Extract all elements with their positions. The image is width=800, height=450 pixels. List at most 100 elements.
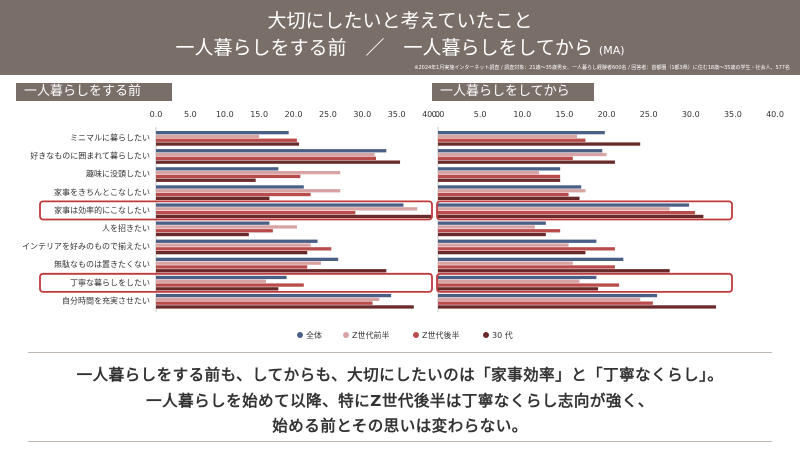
- bar: [438, 247, 615, 251]
- x-tick-label: 10.0: [216, 110, 234, 119]
- bar: [156, 265, 308, 269]
- bar: [438, 265, 615, 269]
- x-tick-label: 30.0: [682, 110, 700, 119]
- bar: [156, 149, 387, 153]
- category-label: 無駄なものは置きたくない: [54, 259, 150, 269]
- bar: [156, 189, 341, 193]
- x-tick-label: 15.0: [250, 110, 268, 119]
- bar: [438, 221, 546, 225]
- category-label: 家事をきちんとこなしたい: [54, 187, 150, 197]
- bar: [156, 251, 308, 255]
- title-banner: 大切にしたいと考えていたこと 一人暮らしをする前 ／ 一人暮らしをしてから (MA…: [0, 0, 800, 75]
- bar: [156, 160, 401, 164]
- bar: [156, 207, 418, 211]
- bar: [438, 239, 597, 243]
- x-tick-label: 15.0: [555, 110, 573, 119]
- bar: [156, 142, 299, 146]
- bar: [156, 247, 332, 251]
- x-tick-label: 10.0: [513, 110, 531, 119]
- bar: [438, 174, 561, 179]
- bar: [438, 142, 641, 146]
- bar: [438, 283, 620, 287]
- bar: [438, 149, 603, 153]
- legend-marker: [343, 332, 349, 338]
- category-label: 好きなものに囲まれて暮らしたい: [30, 151, 150, 161]
- x-tick-label: 40.0: [766, 110, 784, 119]
- bar: [438, 301, 653, 305]
- bar: [156, 134, 260, 139]
- bar: [156, 305, 414, 309]
- x-tick-label: 0.0: [150, 110, 163, 119]
- x-tick-label: 5.0: [474, 110, 487, 119]
- legend-label: 30 代: [492, 330, 513, 340]
- bar: [438, 269, 670, 273]
- bar: [438, 305, 717, 309]
- bar: [438, 243, 569, 247]
- x-tick-label: 40.0: [422, 110, 440, 119]
- bar: [438, 156, 573, 160]
- x-tick-label: 35.0: [388, 110, 406, 119]
- bar: [156, 257, 339, 261]
- divider: [28, 441, 772, 442]
- x-tick-label: 20.0: [598, 110, 616, 119]
- ma-note: (MA): [598, 44, 625, 57]
- legend-label: Z世代前半: [352, 330, 389, 340]
- page-subtitle: 一人暮らしをする前 ／ 一人暮らしをしてから (MA): [0, 33, 800, 60]
- bar: [438, 207, 670, 211]
- category-label: 家事は効率的にこなしたい: [54, 205, 150, 215]
- summary-line-3: 始める前とその思いは変わらない。: [272, 417, 528, 435]
- bar: [438, 229, 561, 233]
- bar: [156, 225, 297, 229]
- bar: [438, 138, 586, 142]
- bar: [438, 232, 546, 237]
- bar: [438, 287, 599, 291]
- bar: [438, 211, 695, 215]
- bar: [156, 167, 279, 171]
- bar: [156, 269, 387, 273]
- x-tick-label: 30.0: [353, 110, 371, 119]
- category-label: ミニマルに暮らしたい: [70, 133, 150, 143]
- bar: [156, 156, 376, 160]
- bar: [156, 178, 256, 182]
- bar: [438, 178, 561, 182]
- bar: [156, 275, 287, 280]
- summary-line-2: 一人暮らしを始めて以降、特にZ世代後半は丁寧なくらし志向が強く、: [146, 392, 654, 410]
- bar: [156, 293, 392, 298]
- bar: [156, 192, 311, 197]
- bar: [156, 174, 301, 179]
- legend-marker: [413, 332, 419, 338]
- highlight-box: [436, 272, 733, 293]
- bar: [156, 239, 318, 243]
- x-tick-label: 5.0: [184, 110, 197, 119]
- bar: [156, 297, 380, 301]
- category-label: 趣味に没頭したい: [86, 169, 150, 179]
- bar: [156, 152, 375, 157]
- bar: [438, 257, 624, 261]
- panel-label-after: 一人暮らしをしてから: [432, 83, 594, 101]
- bar: [156, 287, 279, 291]
- x-tick-label: 0.0: [432, 110, 445, 119]
- bar: [438, 275, 597, 280]
- bar: [438, 293, 658, 298]
- x-tick-label: 25.0: [319, 110, 337, 119]
- bar: [438, 297, 641, 301]
- legend-marker: [483, 332, 489, 338]
- bar: [156, 221, 270, 225]
- subtitle-text: 一人暮らしをする前 ／ 一人暮らしをしてから: [175, 37, 593, 59]
- highlight-box: [39, 272, 433, 293]
- bar: [438, 251, 586, 255]
- bar: [438, 203, 690, 207]
- bar: [156, 185, 304, 189]
- bar: [156, 283, 304, 287]
- bar: [156, 138, 297, 142]
- highlight-box: [436, 200, 733, 221]
- bar: [156, 261, 321, 265]
- x-tick-label: 35.0: [724, 110, 742, 119]
- bar: [438, 171, 540, 175]
- x-tick-label: 20.0: [285, 110, 303, 119]
- bar: [156, 196, 270, 200]
- category-label: 自分時間を充実させたい: [62, 295, 150, 305]
- bar: [438, 261, 573, 265]
- legend-marker: [297, 332, 303, 338]
- survey-note: ※2024年1月実施インターネット調査 / 調査対象：21歳～35歳男女、一人暮…: [414, 65, 790, 71]
